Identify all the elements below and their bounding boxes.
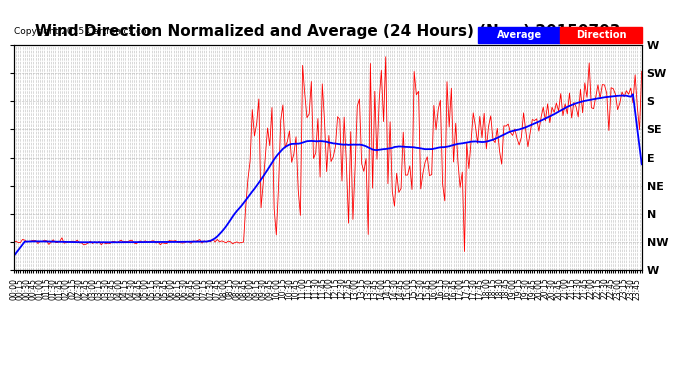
Text: Copyright 2015 Cartronics.com: Copyright 2015 Cartronics.com: [14, 27, 155, 36]
Title: Wind Direction Normalized and Average (24 Hours) (New) 20150703: Wind Direction Normalized and Average (2…: [35, 24, 620, 39]
